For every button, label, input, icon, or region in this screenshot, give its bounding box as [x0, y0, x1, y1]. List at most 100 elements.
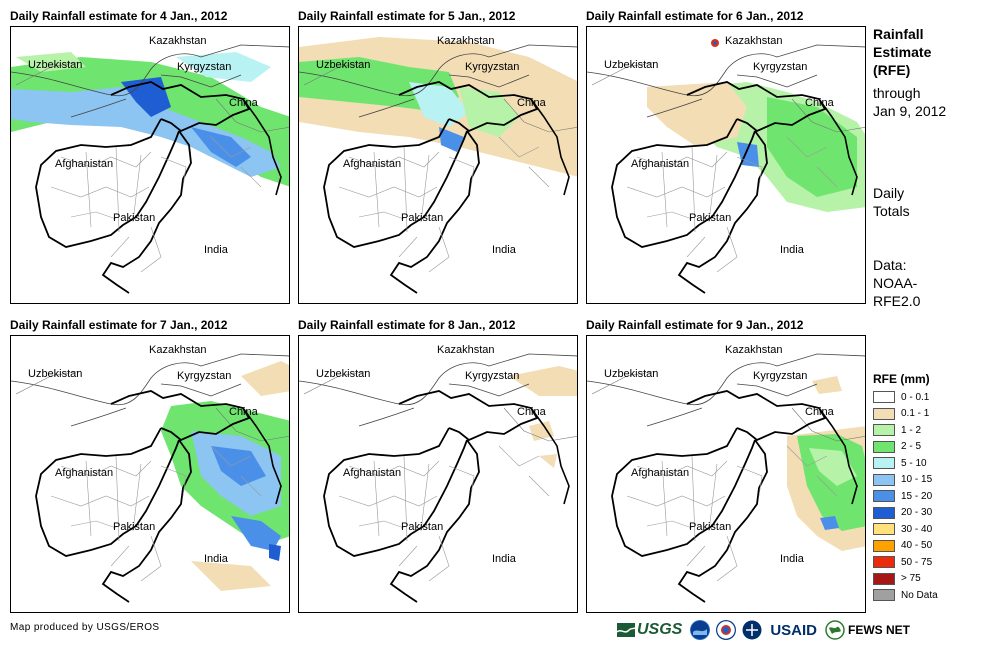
legend-swatch	[873, 572, 895, 585]
legend: RFE (mm) 0 - 0.1 0.1 - 1 1 - 2 2 - 5 5 - 10 1…	[873, 371, 973, 604]
sidebar-daily-totals: Daily Totals	[873, 184, 910, 220]
label-china: China	[517, 97, 546, 109]
sidebar-through-date: Jan 9, 2012	[873, 103, 947, 119]
label-china: China	[229, 97, 258, 109]
legend-swatch	[873, 506, 895, 519]
legend-swatch	[873, 473, 895, 486]
label-china: China	[805, 97, 834, 109]
legend-label: 0.1 - 1	[901, 408, 930, 420]
label-pakistan: Pakistan	[401, 521, 444, 533]
legend-label: 1 - 2	[901, 424, 922, 436]
label-india: India	[492, 244, 516, 256]
rainfall-overlay	[299, 37, 577, 294]
rainfall-map: Kazakhstan Uzbekistan Kyrgyzstan China A…	[10, 335, 290, 613]
label-kyrgyzstan: Kyrgyzstan	[753, 370, 808, 382]
label-pakistan: Pakistan	[401, 212, 444, 224]
legend-label: 20 - 30	[901, 507, 933, 519]
map-panel-3: Daily Rainfall estimate for 6 Jan., 2012…	[586, 6, 866, 304]
legend-label: 0 - 0.1	[901, 391, 930, 403]
sidebar-data-source: Data: NOAA- RFE2.0	[873, 256, 920, 310]
legend-swatch	[873, 589, 895, 602]
legend-item: 1 - 2	[873, 422, 973, 439]
label-kyrgyzstan: Kyrgyzstan	[465, 370, 520, 382]
label-uzbekistan: Uzbekistan	[316, 368, 371, 380]
label-afghanistan: Afghanistan	[631, 467, 690, 479]
label-china: China	[805, 406, 834, 418]
panel-title: Daily Rainfall estimate for 8 Jan., 2012	[298, 318, 516, 332]
rainfall-map: Kazakhstan Uzbekistan Kyrgyzstan China A…	[586, 335, 866, 613]
legend-item: 30 - 40	[873, 521, 973, 538]
rainfall-map: Kazakhstan Uzbekistan Kyrgyzstan China A…	[586, 26, 866, 304]
nws-seal-icon	[716, 620, 737, 640]
map-credit: Map produced by USGS/EROS	[10, 622, 160, 633]
label-uzbekistan: Uzbekistan	[316, 59, 371, 71]
sidebar-through-line: through	[873, 85, 921, 101]
usgs-wave-icon	[617, 623, 635, 637]
label-india: India	[204, 244, 228, 256]
rainfall-map: Kazakhstan Uzbekistan Kyrgyzstan China A…	[298, 26, 578, 304]
legend-item: 15 - 20	[873, 488, 973, 505]
legend-swatch	[873, 457, 895, 470]
label-kyrgyzstan: Kyrgyzstan	[177, 370, 232, 382]
usgs-logo: USGS	[617, 621, 682, 639]
label-kyrgyzstan: Kyrgyzstan	[177, 61, 232, 73]
rainfall-overlay	[11, 44, 289, 294]
legend-label: 15 - 20	[901, 490, 933, 502]
legend-item: 2 - 5	[873, 439, 973, 456]
label-kazakhstan: Kazakhstan	[725, 344, 783, 356]
usgs-logo-text: USGS	[637, 621, 683, 638]
rainfall-overlay	[587, 39, 865, 294]
label-india: India	[492, 553, 516, 565]
label-china: China	[517, 406, 546, 418]
map-panel-2: Daily Rainfall estimate for 5 Jan., 2012…	[298, 6, 578, 304]
legend-label: > 75	[901, 573, 921, 585]
fewsnet-logo-text: FEWS NET	[848, 623, 911, 637]
label-pakistan: Pakistan	[689, 521, 732, 533]
label-kazakhstan: Kazakhstan	[725, 35, 783, 47]
label-kyrgyzstan: Kyrgyzstan	[465, 61, 520, 73]
sidebar-through: through Jan 9, 2012	[873, 84, 946, 120]
panel-title: Daily Rainfall estimate for 6 Jan., 2012	[586, 9, 804, 23]
label-uzbekistan: Uzbekistan	[28, 368, 83, 380]
rainfall-map: Kazakhstan Uzbekistan Kyrgyzstan China A…	[298, 335, 578, 613]
legend-swatch	[873, 539, 895, 552]
sidebar-data-line: RFE2.0	[873, 293, 921, 309]
label-china: China	[229, 406, 258, 418]
legend-label: 50 - 75	[901, 556, 933, 568]
panel-title: Daily Rainfall estimate for 9 Jan., 2012	[586, 318, 804, 332]
map-panel-6: Daily Rainfall estimate for 9 Jan., 2012…	[586, 315, 866, 613]
legend-item: 5 - 10	[873, 455, 973, 472]
label-kazakhstan: Kazakhstan	[437, 344, 495, 356]
map-panel-1: Daily Rainfall estimate for 4 Jan., 2012…	[10, 6, 290, 304]
noaa-seal-icon	[690, 620, 711, 640]
legend-label: 5 - 10	[901, 457, 927, 469]
sidebar-title-line: (RFE)	[873, 62, 911, 78]
legend-item: > 75	[873, 571, 973, 588]
legend-swatch	[873, 556, 895, 569]
legend-item: 0.1 - 1	[873, 406, 973, 423]
sidebar-title-line: Rainfall	[873, 26, 924, 42]
legend-item: No Data	[873, 587, 973, 604]
label-afghanistan: Afghanistan	[631, 158, 690, 170]
label-kazakhstan: Kazakhstan	[149, 35, 207, 47]
label-afghanistan: Afghanistan	[55, 467, 114, 479]
label-pakistan: Pakistan	[689, 212, 732, 224]
legend-label: 10 - 15	[901, 474, 933, 486]
rainfall-overlay	[587, 353, 865, 603]
legend-label: 40 - 50	[901, 540, 933, 552]
label-india: India	[204, 553, 228, 565]
panel-title: Daily Rainfall estimate for 7 Jan., 2012	[10, 318, 228, 332]
label-afghanistan: Afghanistan	[55, 158, 114, 170]
rainfall-overlay	[299, 353, 577, 603]
usaid-seal-icon	[742, 620, 762, 640]
sidebar-daily-line: Totals	[873, 203, 910, 219]
sidebar-title-line: Estimate	[873, 44, 932, 60]
label-india: India	[780, 553, 804, 565]
label-uzbekistan: Uzbekistan	[604, 368, 659, 380]
usaid-logo-text: USAID	[770, 621, 818, 639]
legend-item: 0 - 0.1	[873, 389, 973, 406]
legend-swatch	[873, 391, 895, 404]
panel-title: Daily Rainfall estimate for 4 Jan., 2012	[10, 9, 228, 23]
label-pakistan: Pakistan	[113, 212, 156, 224]
label-pakistan: Pakistan	[113, 521, 156, 533]
